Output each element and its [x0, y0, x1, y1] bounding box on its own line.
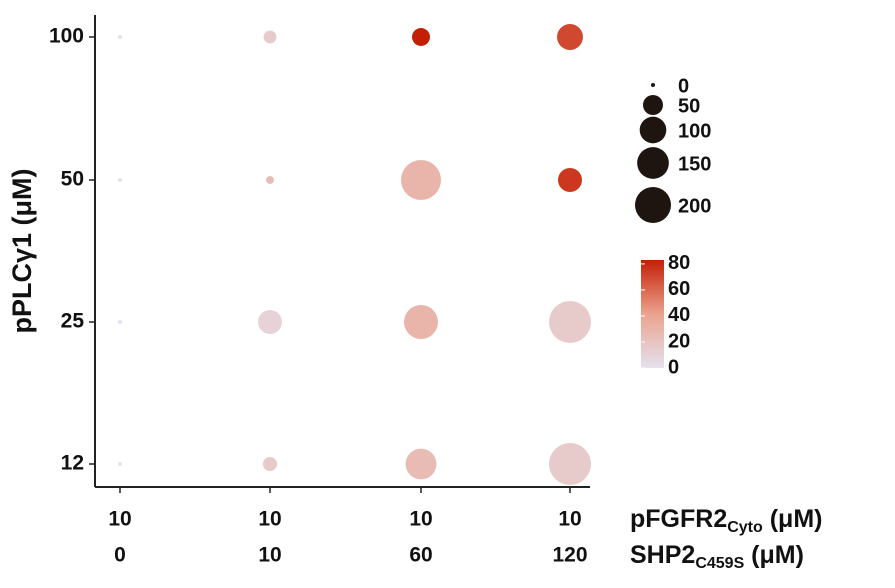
bubble	[118, 320, 122, 324]
y-tick-label: 12	[61, 452, 84, 475]
bubble	[266, 176, 274, 184]
y-tick-label: 25	[61, 310, 85, 333]
x-tick-label: 10	[258, 544, 281, 567]
bubble	[549, 301, 591, 343]
x-tick-label: 0	[114, 544, 126, 567]
bubble	[258, 310, 282, 334]
bubble	[263, 30, 277, 44]
size-legend-circle	[651, 83, 655, 87]
bubble	[412, 28, 430, 46]
size-legend-label: 200	[678, 195, 711, 217]
color-tick-label: 60	[668, 278, 690, 300]
bubble	[118, 462, 122, 466]
size-legend-circle	[643, 95, 663, 115]
size-legend-circle	[637, 147, 669, 179]
bubble	[401, 160, 441, 200]
x-axis-title: SHP2C459S (μM)	[630, 541, 804, 573]
color-tick-label: 20	[668, 330, 690, 352]
bubble	[549, 443, 591, 485]
bubble	[405, 448, 437, 480]
size-legend-circle	[639, 116, 667, 144]
x-axis-title: pFGFR2Cyto (μM)	[630, 505, 823, 537]
bubble	[262, 456, 278, 472]
size-legend-label: 50	[678, 95, 700, 117]
bubble	[403, 304, 439, 340]
y-tick-label: 50	[61, 168, 84, 191]
title-main: SHP2	[630, 541, 695, 569]
title-unit: (μM)	[763, 505, 823, 533]
color-tick-label: 40	[668, 304, 690, 326]
size-legend-label: 150	[678, 153, 711, 175]
title-unit: (μM)	[744, 541, 804, 569]
color-tick-label: 80	[668, 252, 690, 274]
x-tick-label: 60	[409, 544, 432, 567]
x-tick-label: 10	[258, 508, 281, 531]
x-tick-label: 10	[558, 508, 581, 531]
title-main: pFGFR2	[630, 505, 727, 533]
x-tick-label: 120	[552, 544, 587, 567]
x-tick-label: 10	[108, 508, 131, 531]
bubble	[557, 24, 583, 50]
size-legend-label: 0	[678, 75, 689, 97]
title-sub: Cyto	[727, 519, 763, 536]
bubble	[118, 178, 122, 182]
y-axis-title: pPLCγ1 (μM)	[7, 168, 37, 333]
y-tick-label: 100	[49, 25, 84, 48]
x-tick-label: 10	[409, 508, 432, 531]
bubble	[118, 35, 122, 39]
size-legend-label: 100	[678, 120, 711, 142]
bubble	[558, 168, 582, 192]
color-bar	[641, 260, 664, 368]
size-legend-circle	[635, 187, 671, 223]
title-sub: C459S	[695, 555, 744, 572]
color-tick-label: 0	[668, 356, 679, 378]
